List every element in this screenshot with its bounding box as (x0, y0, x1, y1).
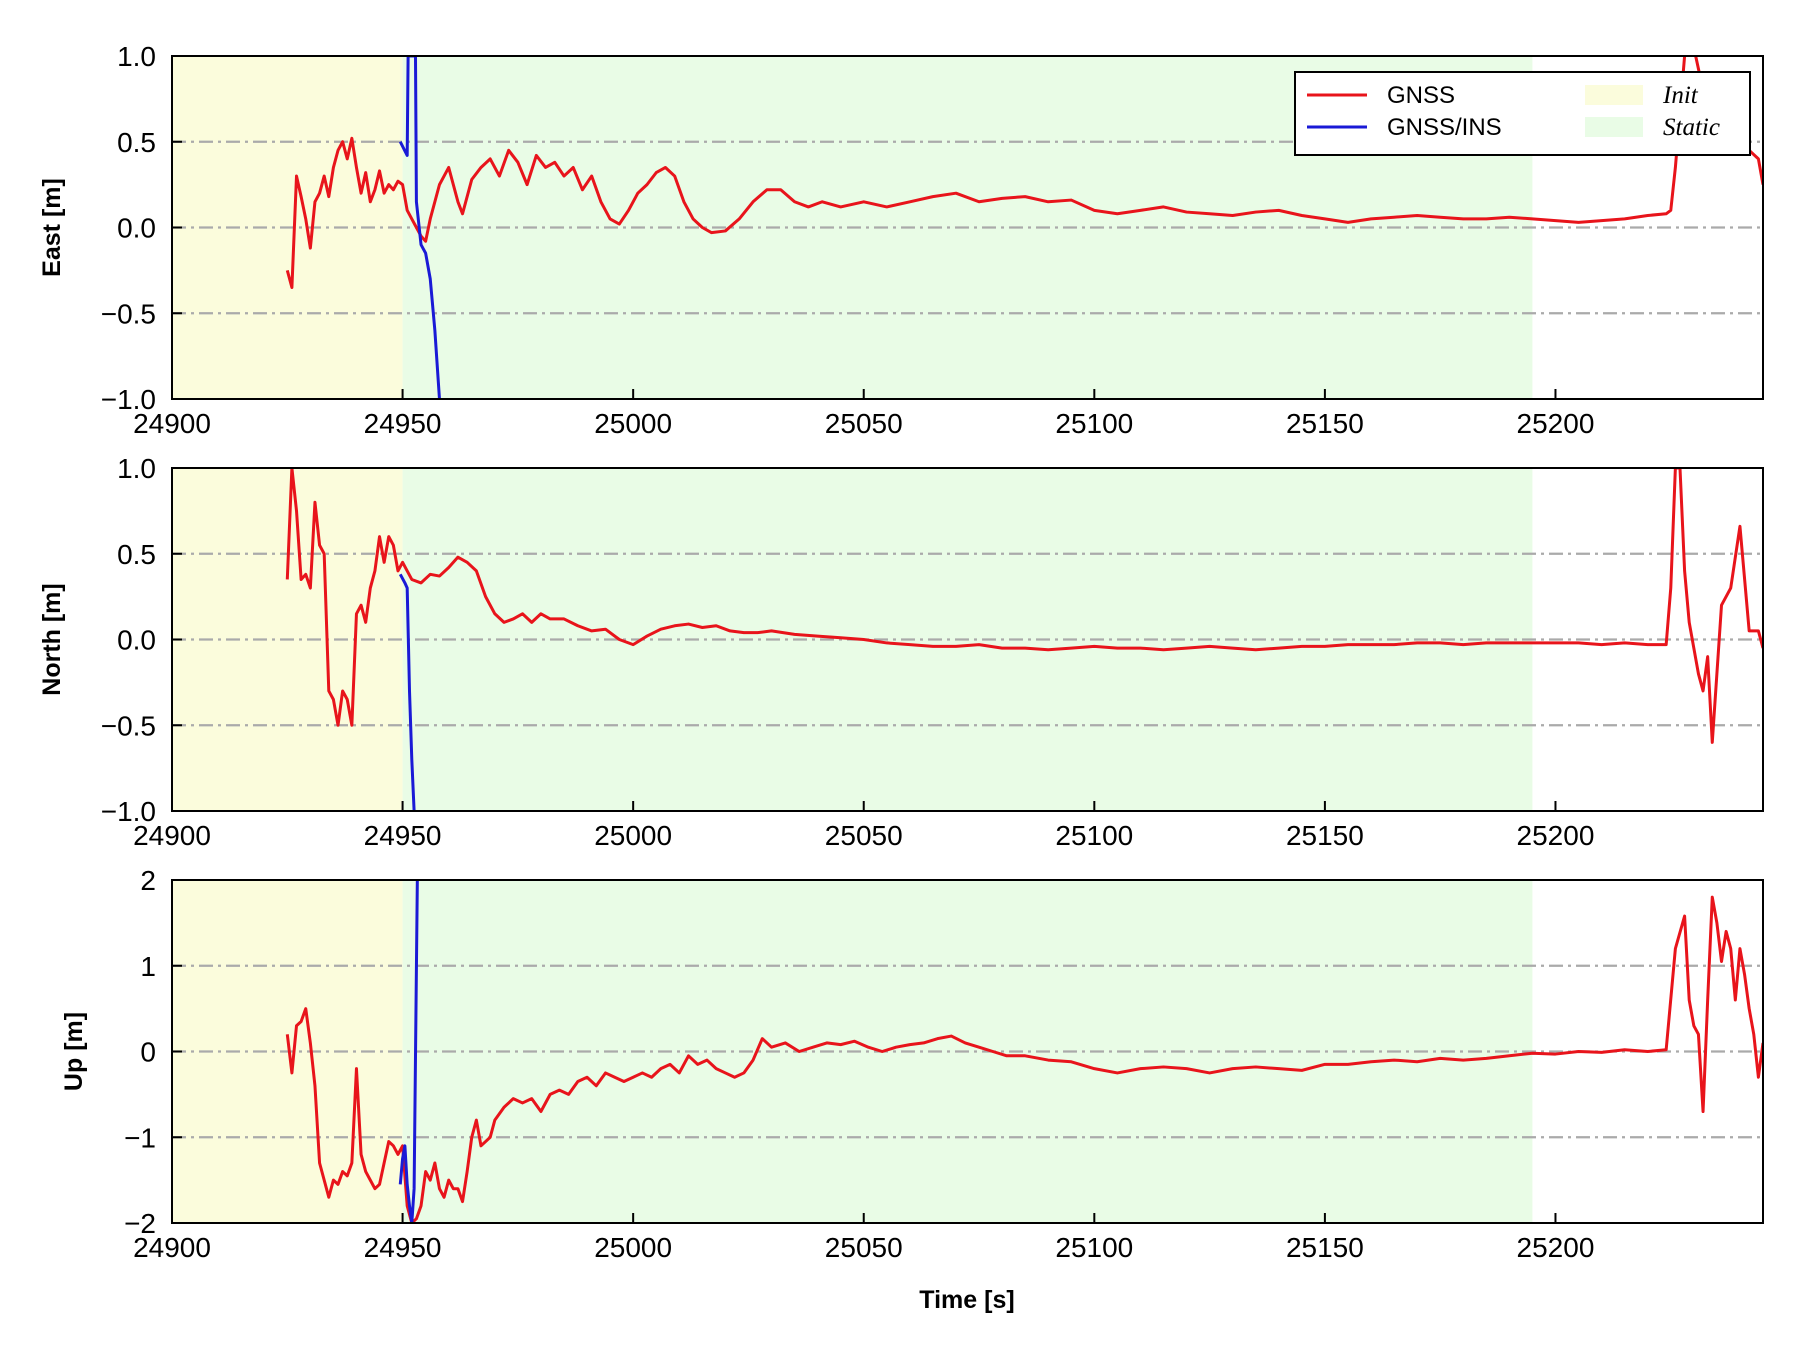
north-y-tick-label: −1.0 (101, 796, 156, 827)
legend-box (1294, 71, 1751, 156)
legend-init-swatch (1585, 85, 1643, 105)
north-y-tick-label: 0.5 (117, 539, 156, 570)
north-x-tick-label: 24900 (133, 820, 211, 851)
east-x-tick-label: 24900 (133, 408, 211, 439)
east-x-tick-label: 25000 (594, 408, 672, 439)
north-x-tick-label: 25100 (1055, 820, 1133, 851)
east-x-tick-label: 25050 (825, 408, 903, 439)
east-x-tick-label: 25100 (1055, 408, 1133, 439)
up-x-tick-label: 25050 (825, 1232, 903, 1263)
legend-static-swatch (1585, 117, 1643, 137)
legend-gnss-ins-label: GNSS/INS (1387, 114, 1502, 141)
north-x-tick-label: 25150 (1286, 820, 1364, 851)
north-x-tick-label: 25000 (594, 820, 672, 851)
up-y-tick-label: 1 (140, 951, 156, 982)
east-x-tick-label: 25150 (1286, 408, 1364, 439)
up-y-tick-label: −1 (124, 1122, 156, 1153)
north-panel: 24900 24950 25000 25050 25100 25150 25200 1.0 0.… (38, 453, 1764, 851)
legend-gnss-label: GNSS (1387, 82, 1455, 109)
east-x-tick-label: 24950 (364, 408, 442, 439)
east-y-tick-label: 1.0 (117, 41, 156, 72)
up-x-tick-label: 24900 (133, 1232, 211, 1263)
east-panel: 24900 24950 25000 25050 25100 25150 25200 1.0 0.… (38, 41, 1764, 439)
legend-static-label: Static (1663, 114, 1720, 141)
north-y-axis-title: North [m] (38, 583, 66, 695)
east-series-gnss (285, 56, 1763, 290)
east-y-tick-label: 0.5 (117, 127, 156, 158)
up-y-axis-title: Up [m] (60, 1012, 88, 1091)
east-x-tick-label: 25200 (1517, 408, 1595, 439)
east-y-tick-label: −1.0 (101, 384, 156, 415)
up-x-tick-label: 25150 (1286, 1232, 1364, 1263)
north-x-tick-label: 24950 (364, 820, 442, 851)
up-x-tick-label: 24950 (364, 1232, 442, 1263)
up-series-gnss (285, 895, 1763, 1223)
up-x-tick-label: 25200 (1517, 1232, 1595, 1263)
up-y-tick-label: 0 (140, 1037, 156, 1068)
east-y-tick-label: 0.0 (117, 213, 156, 244)
up-panel: 24900 24950 25000 25050 25100 25150 25200 2 1 0 −1… (60, 865, 1764, 1314)
legend: GNSS GNSS/INS Init Static (1294, 71, 1751, 156)
up-x-tick-label: 25100 (1055, 1232, 1133, 1263)
up-series-gnss-ins (398, 880, 419, 1223)
north-x-tick-label: 25200 (1517, 820, 1595, 851)
north-y-tick-label: 1.0 (117, 453, 156, 484)
north-x-tick-label: 25050 (825, 820, 903, 851)
up-x-tick-label: 25000 (594, 1232, 672, 1263)
east-series-gnss-ins (398, 56, 441, 399)
north-y-tick-label: 0.0 (117, 625, 156, 656)
north-series-gnss (285, 468, 1763, 744)
up-y-tick-label: 2 (140, 865, 156, 896)
north-y-tick-label: −0.5 (101, 710, 156, 741)
legend-init-label: Init (1662, 82, 1699, 109)
north-series-gnss-ins (398, 573, 416, 811)
east-y-tick-label: −0.5 (101, 298, 156, 329)
x-axis-title: Time [s] (919, 1286, 1014, 1314)
east-y-axis-title: East [m] (38, 178, 66, 277)
up-y-tick-label: −2 (124, 1208, 156, 1239)
